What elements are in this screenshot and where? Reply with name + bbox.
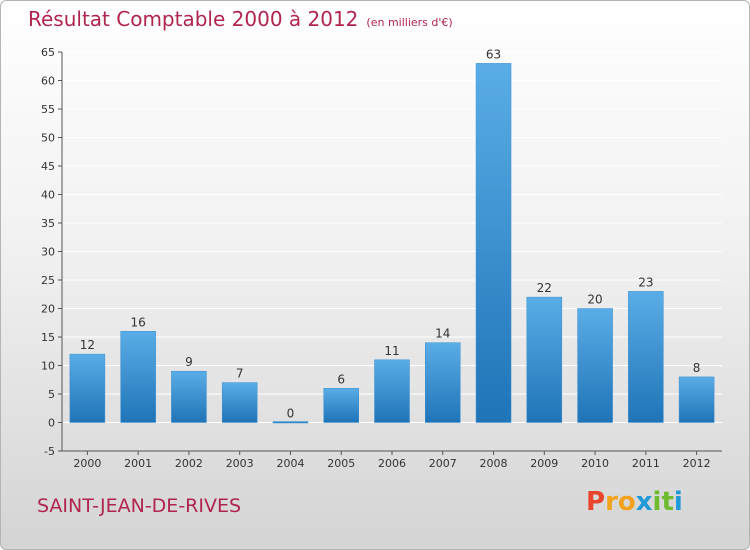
y-tick-label: 20 [41, 303, 55, 316]
data-label-2011: 23 [638, 275, 653, 289]
commune-name: SAINT-JEAN-DE-RIVES [37, 495, 242, 517]
bar-2007 [425, 342, 461, 423]
chart-title: Résultat Comptable 2000 à 2012 (en millie… [28, 7, 453, 31]
bar-2011 [628, 291, 664, 423]
bar-2010 [577, 308, 613, 423]
bars [69, 63, 715, 424]
logo-letter: i [652, 487, 662, 517]
y-tick-label: 25 [41, 274, 55, 287]
data-label-2012: 8 [693, 361, 701, 375]
data-label-2009: 22 [537, 281, 552, 295]
y-tick-label: 65 [41, 46, 55, 59]
bar-2005 [323, 388, 359, 423]
y-tick-label: 0 [48, 417, 55, 430]
y-tick-label: 15 [41, 331, 55, 344]
data-label-2005: 6 [337, 372, 345, 386]
data-label-2001: 16 [131, 315, 146, 329]
y-tick-label: 45 [41, 160, 55, 173]
bar-2002 [171, 370, 207, 423]
y-tick-label: 40 [41, 189, 55, 202]
y-tick-label: 35 [41, 217, 55, 230]
y-tick-label: 50 [41, 132, 55, 145]
data-label-2002: 9 [185, 355, 193, 369]
logo-letter: P [586, 487, 606, 517]
chart-title-text: Résultat Comptable 2000 à 2012 [28, 7, 359, 31]
x-tick-label-2000: 2000 [73, 457, 101, 470]
y-tick-label: 55 [41, 103, 55, 116]
logo-letter: x [635, 487, 653, 517]
x-tick-label-2011: 2011 [632, 457, 660, 470]
bar-2006 [374, 359, 410, 423]
data-label-2007: 14 [435, 327, 450, 341]
proxiti-logo[interactable]: Proxiti [586, 487, 683, 517]
bar-2012 [678, 376, 715, 423]
x-tick-label-2001: 2001 [124, 457, 152, 470]
bar-2004 [272, 421, 309, 424]
x-tick-label-2010: 2010 [581, 457, 609, 470]
bar-2008 [475, 63, 512, 423]
data-label-2003: 7 [236, 367, 244, 381]
y-tick-label: 30 [41, 246, 55, 259]
x-tick-label-2004: 2004 [276, 457, 304, 470]
data-label-2004: 0 [287, 407, 295, 421]
logo-letter: t [661, 487, 674, 517]
data-label-2000: 12 [80, 338, 95, 352]
x-tick-label-2002: 2002 [175, 457, 203, 470]
x-tick-label-2009: 2009 [530, 457, 558, 470]
y-tick-label: 5 [48, 388, 55, 401]
x-tick-label-2005: 2005 [327, 457, 355, 470]
bar-2009 [526, 296, 563, 423]
bar-2003 [221, 382, 258, 423]
data-label-2008: 63 [486, 47, 501, 61]
y-tick-label: 60 [41, 75, 55, 88]
chart-subtitle: (en milliers d'€) [366, 16, 453, 29]
data-label-2010: 20 [587, 293, 602, 307]
data-label-2006: 11 [384, 344, 399, 358]
x-tick-label-2008: 2008 [480, 457, 508, 470]
logo-letter: i [673, 487, 683, 517]
x-tick-label-2006: 2006 [378, 457, 406, 470]
logo-letter: o [617, 487, 636, 517]
y-tick-label: 10 [41, 360, 55, 373]
x-tick-label-2007: 2007 [429, 457, 457, 470]
bar-2000 [69, 353, 106, 423]
x-tick-label-2003: 2003 [226, 457, 254, 470]
data-labels: 12 16 9 7 0 6 11 14 63 22 20 23 8 [80, 47, 701, 420]
logo-letter: r [605, 487, 618, 517]
y-tick-label: -5 [44, 445, 55, 458]
x-tick-label-2012: 2012 [683, 457, 711, 470]
bar-2001 [120, 331, 156, 423]
